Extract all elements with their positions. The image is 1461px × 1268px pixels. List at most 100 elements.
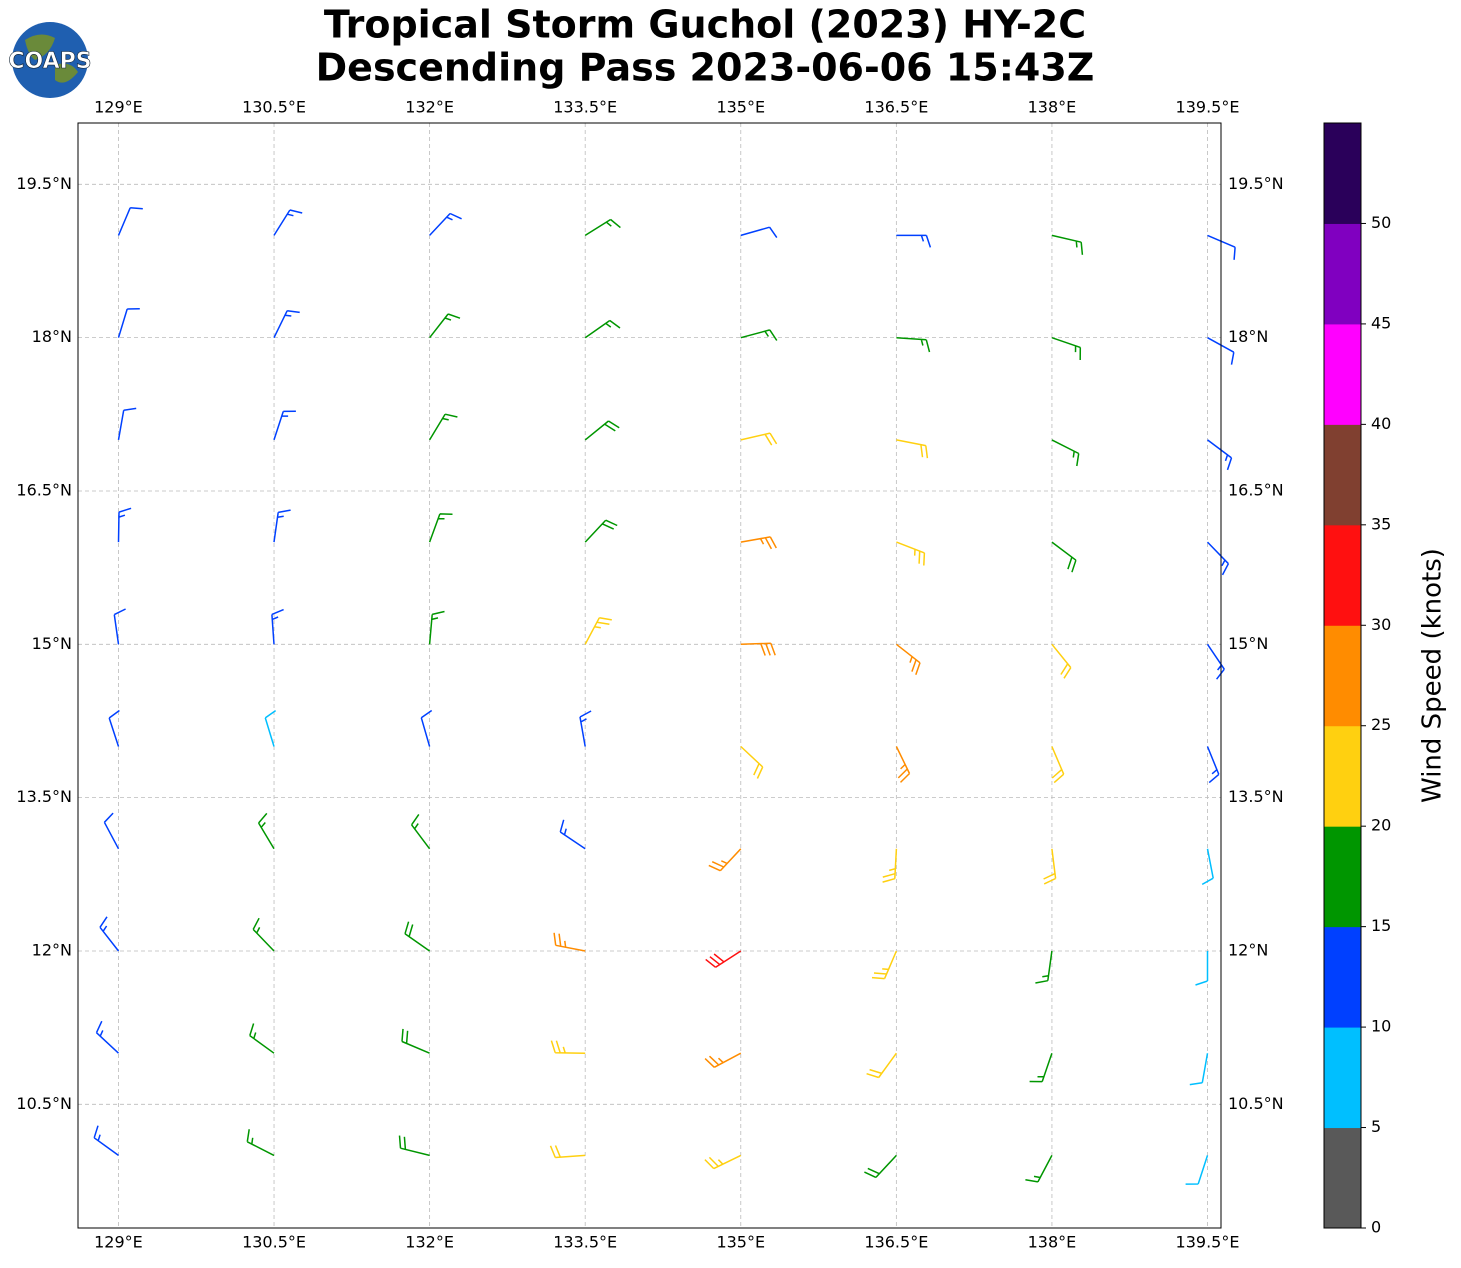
wind-barb xyxy=(249,1023,275,1054)
wind-barb xyxy=(95,1020,120,1054)
wind-barb xyxy=(1051,746,1065,784)
wind-barb xyxy=(740,432,778,446)
wind-barb xyxy=(895,746,911,783)
wind-barb xyxy=(1206,746,1220,784)
y-tick-label: 10.5°N xyxy=(1228,1094,1284,1113)
wind-barb xyxy=(1025,1155,1053,1183)
wind-barb xyxy=(429,212,462,236)
wind-barb xyxy=(1051,541,1077,573)
x-tick-label: 135°E xyxy=(716,98,765,117)
colorbar-segment xyxy=(1323,122,1362,224)
colorbar-tick-label: 0 xyxy=(1371,1218,1381,1237)
colorbar-tick-label: 35 xyxy=(1371,514,1391,533)
wind-barb xyxy=(117,507,132,543)
wind-barb xyxy=(584,519,618,543)
colorbar-segment xyxy=(1323,1127,1362,1229)
logo-text: COAPS xyxy=(8,49,91,74)
wind-barb xyxy=(740,536,777,550)
colorbar-label: Wind Speed (knots) xyxy=(1418,548,1448,803)
wind-barb xyxy=(99,916,120,952)
colorbar-tick-label: 30 xyxy=(1371,615,1391,634)
wind-barb xyxy=(246,1129,275,1157)
wind-barb xyxy=(871,950,898,980)
wind-barb xyxy=(103,812,120,850)
wind-barb xyxy=(896,234,932,248)
colorbar-segment xyxy=(1323,825,1362,928)
y-tick-label: 15°N xyxy=(32,634,72,653)
wind-barb xyxy=(705,950,742,968)
colorbar-frame xyxy=(1323,122,1362,1229)
wind-barb xyxy=(401,1028,430,1054)
wind-barb xyxy=(882,848,898,883)
x-tick-label: 136.5°E xyxy=(864,1233,928,1252)
colorbar-tick-label: 50 xyxy=(1371,213,1391,232)
x-tick-label: 135°E xyxy=(716,1233,765,1252)
x-tick-label: 138°E xyxy=(1028,1233,1077,1252)
wind-barb xyxy=(273,410,296,441)
colorbar-tick-label: 15 xyxy=(1371,916,1391,935)
map-area xyxy=(78,123,1221,1228)
wind-barb xyxy=(273,509,291,543)
wind-barb xyxy=(1207,439,1233,471)
x-tick-label: 129°E xyxy=(94,98,143,117)
wind-barb xyxy=(264,709,277,747)
wind-barb xyxy=(740,226,778,239)
wind-barb xyxy=(428,610,445,645)
colorbar-segment xyxy=(1323,323,1362,425)
colorbar-tick-label: 5 xyxy=(1371,1117,1381,1136)
x-tick-label: 139.5°E xyxy=(1176,1233,1240,1252)
wind-barb xyxy=(429,313,461,339)
colorbar-segment xyxy=(1323,926,1362,1028)
wind-barb xyxy=(584,218,621,237)
colorbar-tick-label: 25 xyxy=(1371,715,1391,734)
colorbar-segment xyxy=(1323,1026,1362,1129)
wind-barb xyxy=(273,309,300,339)
colorbar-tick-label: 20 xyxy=(1371,816,1391,835)
wind-barb xyxy=(108,709,120,747)
y-tick-label: 12°N xyxy=(32,940,72,959)
x-tick-label: 138°E xyxy=(1028,98,1077,117)
y-tick-label: 12°N xyxy=(1228,940,1268,959)
y-tick-label: 13.5°N xyxy=(1228,787,1284,806)
y-tick-label: 19.5°N xyxy=(16,174,72,193)
wind-barb xyxy=(708,848,742,872)
y-tick-label: 18°N xyxy=(1228,327,1268,346)
y-tick-label: 10.5°N xyxy=(16,1094,72,1113)
y-tick-label: 16.5°N xyxy=(1228,480,1284,499)
y-tick-label: 18°N xyxy=(32,327,72,346)
wind-barb xyxy=(273,209,303,236)
wind-barb xyxy=(896,336,931,353)
x-tick-label: 139.5°E xyxy=(1176,98,1240,117)
wind-barb xyxy=(420,709,433,747)
wind-barb xyxy=(896,439,929,459)
wind-barb xyxy=(553,932,586,952)
wind-barb xyxy=(1206,541,1230,576)
wind-barb xyxy=(1043,848,1057,885)
wind-barb xyxy=(93,1125,119,1157)
colorbar-segment xyxy=(1323,222,1362,325)
y-tick-label: 13.5°N xyxy=(16,787,72,806)
wind-barb xyxy=(559,819,586,850)
wind-barb xyxy=(1051,336,1082,361)
colorbar-tick-label: 40 xyxy=(1371,414,1391,433)
wind-barb xyxy=(866,1052,898,1079)
wind-barb xyxy=(1195,951,1209,986)
wind-barb xyxy=(740,329,778,341)
x-tick-label: 136.5°E xyxy=(864,98,928,117)
wind-barb xyxy=(398,1135,430,1157)
colorbar-segment xyxy=(1323,524,1362,626)
colorbar-tick-label: 45 xyxy=(1371,313,1391,332)
wind-barb xyxy=(404,921,431,952)
wind-barb xyxy=(1051,234,1084,255)
wind-barb xyxy=(1029,1052,1053,1083)
wind-barb xyxy=(410,813,431,850)
wind-barb xyxy=(113,608,126,645)
wind-barb xyxy=(117,207,143,236)
subtitle: Descending Pass 2023-06-06 15:43Z xyxy=(316,46,1095,90)
wind-barb xyxy=(252,917,275,952)
wind-barb xyxy=(550,1040,586,1054)
y-tick-label: 19.5°N xyxy=(1228,174,1284,193)
x-tick-label: 132°E xyxy=(405,98,454,117)
wind-barb xyxy=(704,1052,742,1068)
